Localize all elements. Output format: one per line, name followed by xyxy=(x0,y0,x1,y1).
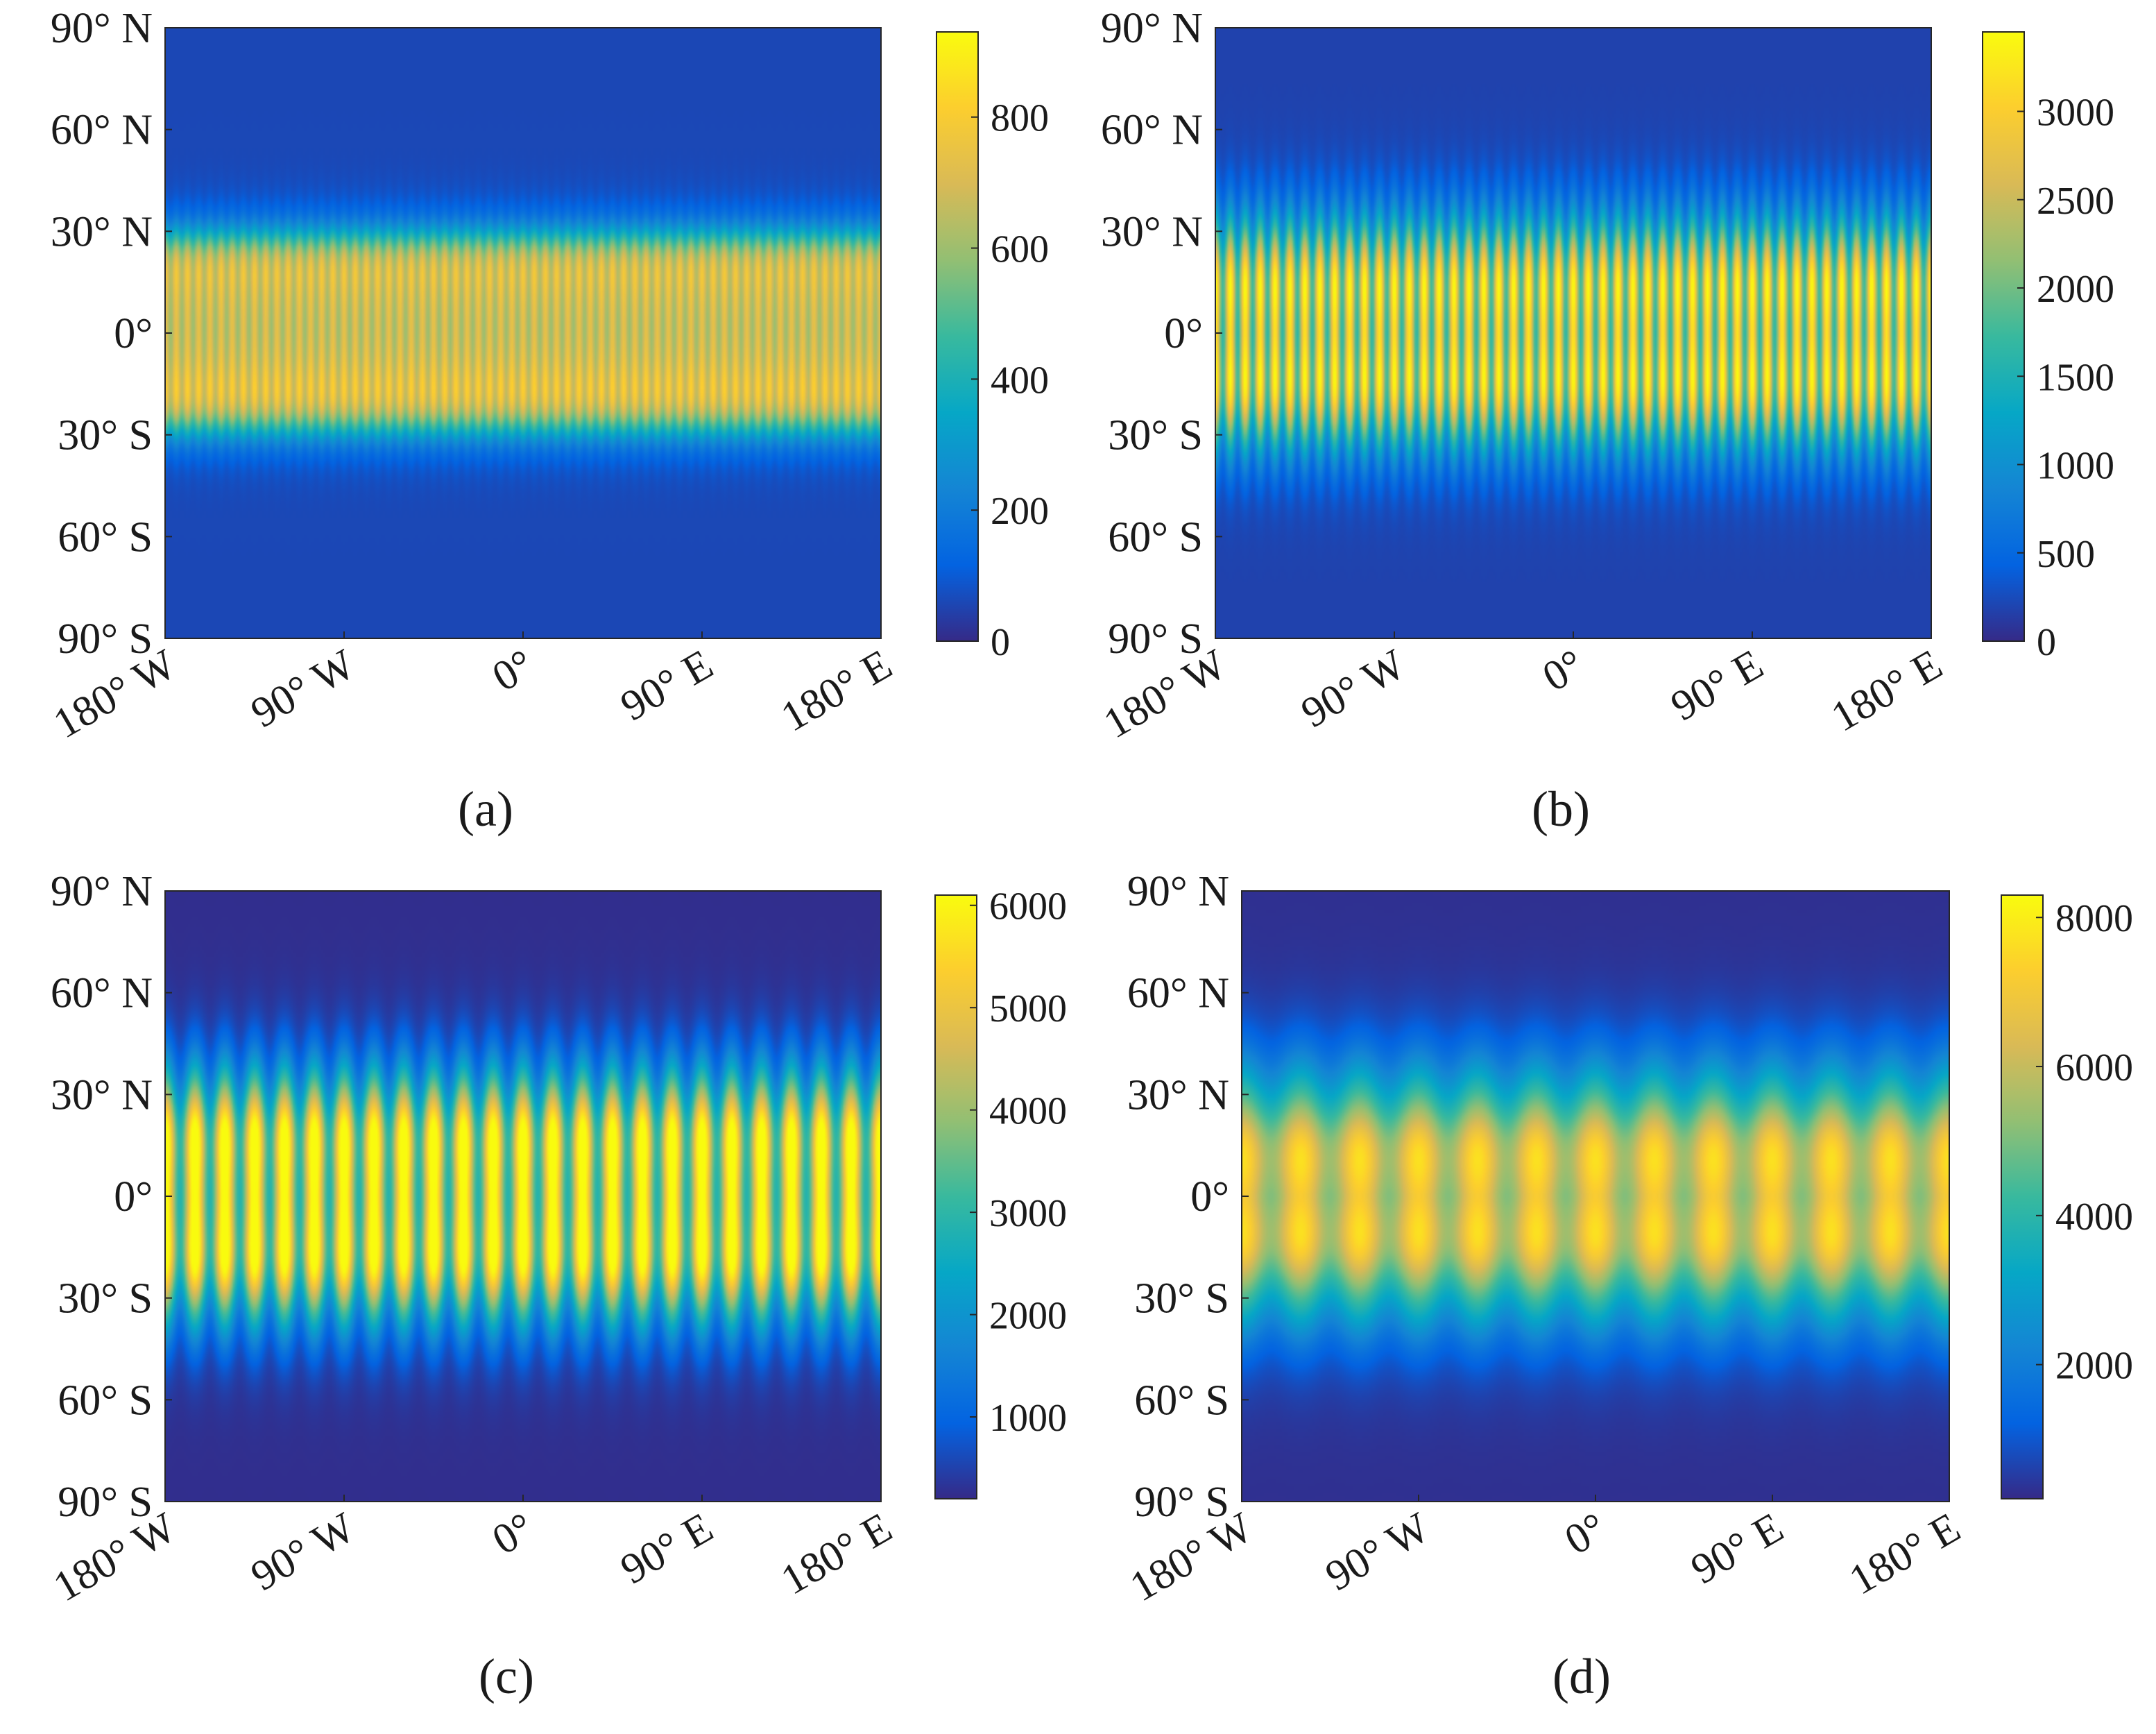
heatmap-raster-c xyxy=(165,891,881,1502)
colorbar-tick-label: 3000 xyxy=(989,1192,1067,1235)
x-tick-label: 90° W xyxy=(1294,640,1414,737)
colorbar-tick-label: 3000 xyxy=(2037,92,2114,135)
y-tick-label: 30° S xyxy=(58,412,153,459)
panel-caption-c: (c) xyxy=(479,1649,534,1704)
y-tick-label: 30° N xyxy=(51,208,153,255)
heatmap-raster-d xyxy=(1242,891,1949,1502)
colorbar-tick-label: 4000 xyxy=(2055,1196,2133,1239)
y-tick-label: 60° N xyxy=(1127,970,1229,1017)
x-tick-label: 90° E xyxy=(1684,1504,1791,1593)
y-tick-label: 0° xyxy=(1190,1173,1229,1221)
colorbar-tick-label: 0 xyxy=(991,621,1010,664)
y-tick-label: 60° S xyxy=(1134,1377,1229,1424)
y-tick-label: 30° N xyxy=(1127,1071,1229,1119)
y-tick-label: 30° S xyxy=(1134,1275,1229,1323)
colorbar-tick-label: 5000 xyxy=(989,987,1067,1030)
colorbar-tick-label: 600 xyxy=(991,228,1049,271)
y-tick-label: 90° S xyxy=(1134,1479,1229,1526)
colorbar-tick-label: 0 xyxy=(2037,621,2056,664)
colorbar-tick-label: 500 xyxy=(2037,533,2095,576)
x-tick-label: 180° E xyxy=(1824,640,1950,740)
colorbar-tick-label: 2500 xyxy=(2037,180,2114,223)
x-tick-label: 180° E xyxy=(773,1504,900,1604)
y-tick-label: 0° xyxy=(1164,310,1203,357)
y-tick-label: 90° S xyxy=(58,615,153,663)
x-tick-label: 0° xyxy=(485,1504,542,1564)
x-tick-label: 180° E xyxy=(773,640,900,740)
colorbar-tick-label: 2000 xyxy=(2055,1345,2133,1388)
panel-caption-b: (b) xyxy=(1532,781,1590,837)
x-tick-label: 90° W xyxy=(1318,1504,1438,1600)
y-tick-label: 90° N xyxy=(51,868,153,915)
y-tick-label: 90° N xyxy=(1127,868,1229,915)
y-tick-label: 90° S xyxy=(1108,615,1203,663)
x-tick-label: 90° W xyxy=(243,640,363,737)
colorbar-b xyxy=(1982,31,2025,642)
y-tick-label: 0° xyxy=(114,1173,153,1221)
panel-caption-a: (a) xyxy=(458,781,513,837)
y-tick-label: 60° S xyxy=(58,513,153,561)
colorbar-a xyxy=(936,31,979,642)
colorbar-tick-label: 4000 xyxy=(989,1090,1067,1133)
colorbar-d xyxy=(2001,894,2044,1499)
x-tick-label: 90° E xyxy=(1663,640,1771,730)
heatmap-raster-a xyxy=(165,28,881,638)
y-tick-label: 60° N xyxy=(51,970,153,1017)
x-tick-label: 0° xyxy=(485,640,542,701)
colorbar-tick-label: 1000 xyxy=(989,1397,1067,1440)
colorbar-tick-label: 1500 xyxy=(2037,356,2114,399)
y-tick-label: 0° xyxy=(114,310,153,357)
x-tick-label: 180° E xyxy=(1842,1504,1968,1604)
colorbar-tick-label: 6000 xyxy=(2055,1046,2133,1089)
colorbar-tick-label: 400 xyxy=(991,359,1049,402)
x-tick-label: 90° W xyxy=(243,1504,363,1600)
y-tick-label: 90° N xyxy=(1101,5,1203,52)
colorbar-tick-label: 2000 xyxy=(2037,268,2114,311)
y-tick-label: 60° S xyxy=(1108,513,1203,561)
x-tick-label: 90° E xyxy=(613,640,721,730)
colorbar-tick-label: 8000 xyxy=(2055,897,2133,940)
y-tick-label: 30° N xyxy=(51,1071,153,1119)
panel-caption-d: (d) xyxy=(1552,1649,1611,1704)
y-tick-label: 60° N xyxy=(1101,107,1203,154)
colorbar-tick-label: 200 xyxy=(991,490,1049,533)
y-tick-label: 90° N xyxy=(51,5,153,52)
x-tick-label: 0° xyxy=(1557,1504,1614,1564)
x-tick-label: 0° xyxy=(1535,640,1592,701)
y-tick-label: 90° S xyxy=(58,1479,153,1526)
colorbar-tick-label: 800 xyxy=(991,97,1049,140)
y-tick-label: 60° N xyxy=(51,107,153,154)
y-tick-label: 30° S xyxy=(58,1275,153,1323)
colorbar-tick-label: 1000 xyxy=(2037,445,2114,488)
y-tick-label: 30° S xyxy=(1108,412,1203,459)
y-tick-label: 60° S xyxy=(58,1377,153,1424)
x-tick-label: 90° E xyxy=(613,1504,721,1593)
colorbar-tick-label: 2000 xyxy=(989,1295,1067,1338)
y-tick-label: 30° N xyxy=(1101,208,1203,255)
colorbar-tick-label: 6000 xyxy=(989,885,1067,928)
colorbar-c xyxy=(934,894,977,1499)
heatmap-raster-b xyxy=(1215,28,1931,638)
